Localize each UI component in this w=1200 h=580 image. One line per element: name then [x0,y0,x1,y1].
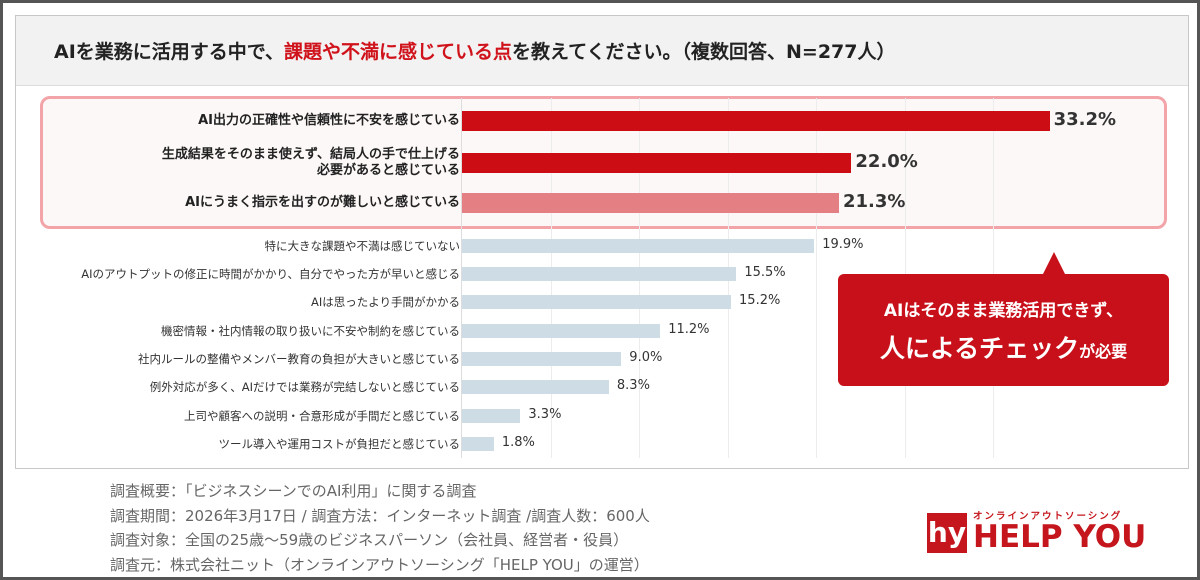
chart-panel: AIを業務に活用する中で、 課題や不満に感じている点 を教えてください。（複数回答、… [15,15,1189,469]
category-label: ツール導入や運用コストが負担だと感じている [218,437,461,451]
value-label: 22.0% [855,151,918,172]
logo-tagline: オンラインアウトソーシング [973,511,1123,522]
category-label: 例外対応が多く、AIだけでは業務が完結しないと感じている [149,380,460,394]
value-label: 3.3% [528,407,562,422]
bar [462,193,839,213]
chart-title: AIを業務に活用する中で、 課題や不満に感じている点 を教えてください。（複数回答、… [16,16,1188,86]
note-period: 調査期間：2026年3月17日 / 調査方法：インターネット調査 /調査人数：6… [110,506,650,525]
value-label: 33.2% [1053,109,1117,130]
logo-mark: hy [927,513,967,553]
callout-line2-suffix: が必要 [1079,342,1128,361]
bar [462,295,732,309]
value-label: 9.0% [629,350,663,365]
bar [462,239,815,253]
category-label: 上司や顧客への説明・合意形成が手間だと感じている [184,409,460,423]
bar [462,409,521,423]
y-axis-line [461,98,462,458]
category-label: AI出力の正確性や信頼性に不安を感じている [198,113,460,128]
bar [462,380,609,394]
bar [462,437,494,451]
category-label: 特に大きな課題や不満は感じていない [264,239,461,253]
bar [462,352,622,366]
category-label: 生成結果をそのまま使えず、結局人の手で仕上げる 必要があると感じている [161,147,460,178]
bar [462,324,661,338]
survey-notes: 調査概要：「ビジネスシーンでのAI利用」に関する調査 調査期間：2026年3月1… [110,479,650,577]
title-part2: を教えてください。（複数回答、N=277人） [512,41,896,63]
value-label: 15.2% [739,293,781,308]
gridline [816,98,817,458]
callout-line1: AIはそのまま業務活用できず、 [883,301,1124,321]
value-label: 8.3% [616,378,650,393]
value-label: 21.3% [843,191,906,212]
category-label: 社内ルールの整備やメンバー教育の負担が大きいと感じている [138,352,460,366]
logo-name: HELP YOU [973,519,1147,555]
value-label: 11.2% [668,322,710,337]
note-target: 調査対象：全国の25歳〜59歳のビジネスパーソン（会社員、経営者・役員） [110,531,629,549]
value-label: 1.8% [501,435,535,450]
bar [462,111,1050,131]
title-part1: AIを業務に活用する中で、 [54,41,285,63]
bar [462,267,737,281]
note-source: 調査元：株式会社ニット（オンラインアウトソーシング「HELP YOU」の運営） [110,555,649,574]
title-highlight: 課題や不満に感じている点 [284,41,513,63]
value-label: 15.5% [744,265,786,280]
category-label: 機密情報・社内情報の取り扱いに不安や制約を感じている [161,324,460,338]
category-label: AIのアウトプットの修正に時間がかかり、自分でやった方が早いと感じる [81,267,460,281]
value-label: 19.9% [822,237,864,252]
callout-line2-emphasis: 人によるチェック [879,334,1080,363]
note-overview: 調査概要：「ビジネスシーンでのAI利用」に関する調査 [110,482,477,500]
category-label: AIは思ったより手間がかかる [310,295,460,309]
bar [462,153,852,173]
help-you-logo: hy オンラインアウトソーシング HELP YOU [927,508,1146,553]
category-label: AIにうまく指示を出すのが難しいと感じている [185,195,460,210]
bar-chart: AI出力の正確性や信頼性に不安を感じている 33.2% 生成結果をそのまま使えず、結… [16,16,1190,470]
callout-bubble: AIはそのまま業務活用できず、 人によるチェックが必要 [838,252,1169,386]
